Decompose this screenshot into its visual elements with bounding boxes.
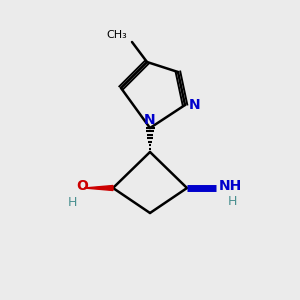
- Text: N: N: [189, 98, 201, 112]
- Text: H: H: [67, 196, 77, 209]
- Text: H: H: [227, 195, 237, 208]
- Text: O: O: [76, 179, 88, 193]
- Text: NH: NH: [219, 179, 242, 193]
- Text: N: N: [144, 113, 156, 127]
- Text: CH₃: CH₃: [106, 30, 127, 40]
- Polygon shape: [84, 185, 113, 190]
